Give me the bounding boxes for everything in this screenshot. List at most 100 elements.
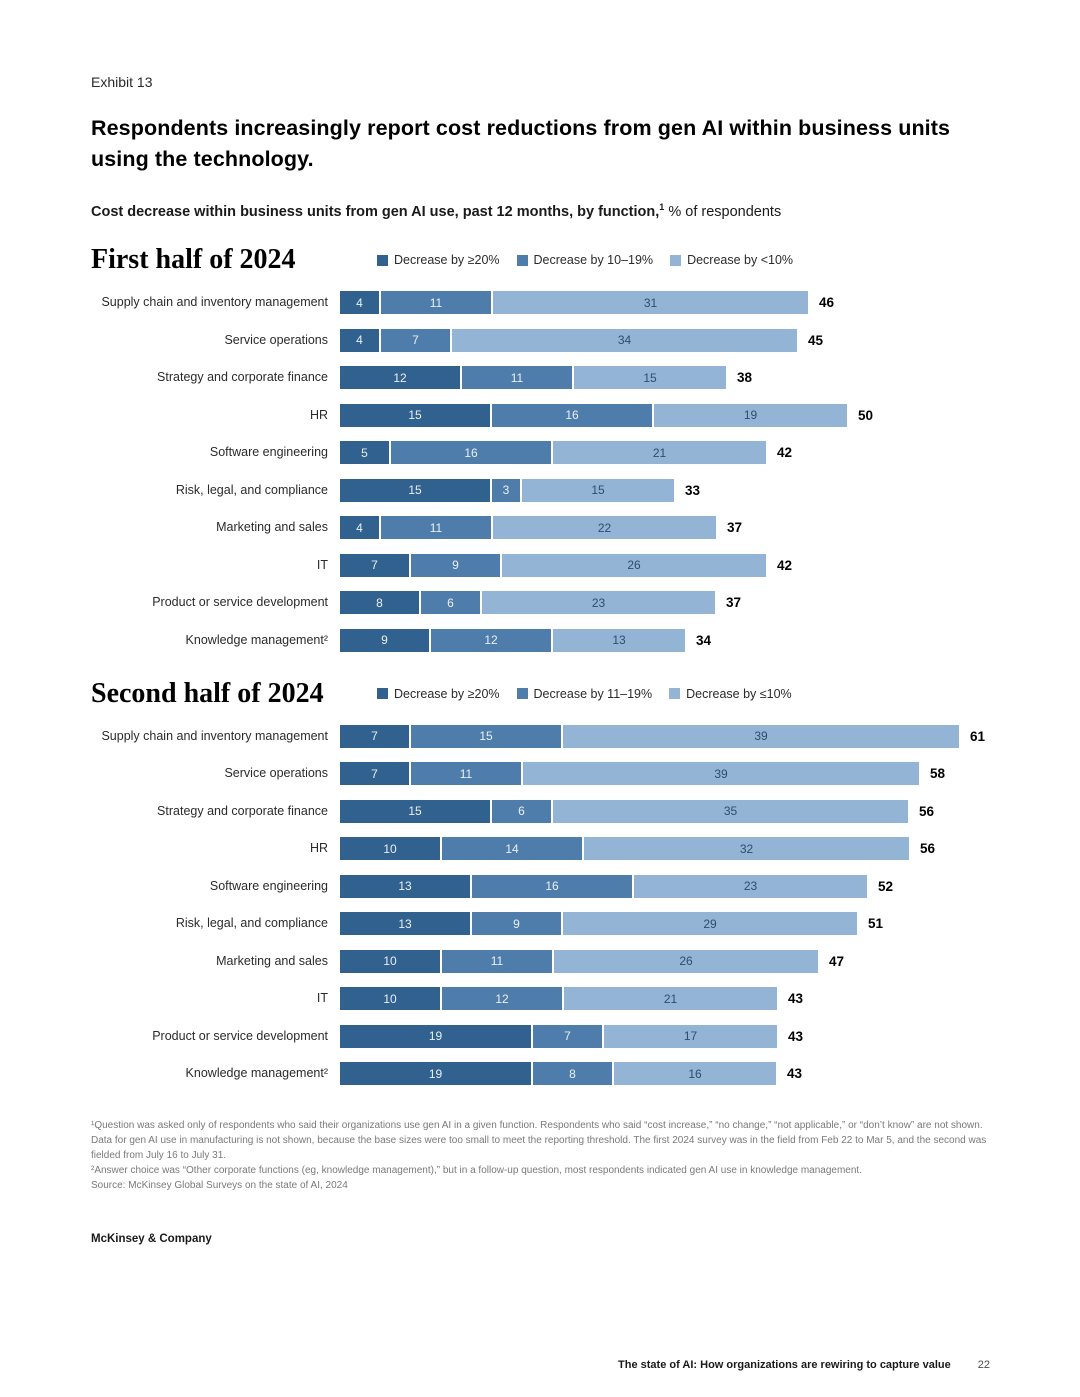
bar-segment: 6 (421, 591, 480, 615)
stacked-bar: 7 15 39 (340, 724, 959, 748)
mckinsey-brand: McKinsey & Company (91, 1233, 212, 1246)
bar-segment: 16 (614, 1062, 776, 1086)
bar-total-label: 43 (788, 1028, 804, 1044)
bar-segment: 9 (472, 912, 561, 936)
bar-row: Risk, legal, and compliance 13 9 29 51 (91, 912, 990, 936)
stacked-bar: 8 6 23 (340, 591, 715, 615)
bar-total-label: 43 (787, 1066, 803, 1082)
bar-segment: 19 (340, 1024, 531, 1048)
bar-row: Strategy and corporate finance 12 11 15 38 (91, 366, 990, 390)
bar-segment: 35 (553, 799, 908, 823)
bar-total-label: 56 (920, 841, 936, 857)
stacked-bar: 4 11 22 (340, 516, 716, 540)
category-label: Risk, legal, and compliance (175, 482, 328, 497)
bar-row: IT 10 12 21 43 (91, 987, 990, 1011)
legend-item: Decrease by ≥20% (377, 253, 500, 267)
subtitle-bold-text: Cost decrease within business units from… (91, 204, 660, 221)
chart-title: First half of 2024 (91, 244, 296, 276)
chart-title: Second half of 2024 (91, 677, 324, 709)
bar-segment: 11 (411, 762, 521, 786)
category-label: Knowledge management² (185, 632, 328, 647)
bar-segment: 7 (340, 724, 409, 748)
stacked-bar: 15 6 35 (340, 799, 908, 823)
bar-total-label: 45 (808, 332, 824, 348)
chart-rows: Supply chain and inventory management 7 15… (91, 724, 990, 1086)
bar-segment: 8 (340, 591, 419, 615)
bar-segment: 12 (431, 628, 551, 652)
page-footer: The state of AI: How organizations are r… (618, 1359, 990, 1371)
stacked-bar: 19 7 17 (340, 1024, 777, 1048)
bar-segment: 17 (604, 1024, 777, 1048)
category-label: IT (316, 991, 328, 1006)
bar-segment: 11 (381, 291, 491, 315)
bar-segment: 10 (340, 949, 440, 973)
bar-segment: 7 (533, 1024, 602, 1048)
bar-segment: 16 (391, 441, 551, 465)
bar-segment: 34 (452, 328, 797, 352)
bar-segment: 21 (553, 441, 766, 465)
legend-item: Decrease by ≥20% (377, 687, 500, 701)
footer-page-number: 22 (977, 1359, 990, 1371)
category-label: IT (316, 557, 328, 572)
bar-row: Strategy and corporate finance 15 6 35 56 (91, 799, 990, 823)
chart-first-half-2024: First half of 2024 Decrease by ≥20% Decre… (91, 244, 990, 652)
bar-total-label: 52 (878, 878, 894, 894)
bar-segment: 12 (340, 366, 460, 390)
bar-row: Service operations 4 7 34 45 (91, 328, 990, 352)
legend-swatch-icon (670, 254, 682, 266)
category-label: Product or service development (152, 1028, 328, 1043)
bar-segment: 3 (492, 478, 520, 502)
bar-segment: 4 (340, 516, 379, 540)
bar-row: Knowledge management² 19 8 16 43 (91, 1062, 990, 1086)
legend-swatch-icon (516, 254, 528, 266)
footnote-2: ²Answer choice was “Other corporate func… (91, 1165, 862, 1177)
chart-legend: Decrease by ≥20% Decrease by 10–19% Decrea… (377, 253, 793, 267)
legend-swatch-icon (516, 688, 528, 700)
stacked-bar: 9 12 13 (340, 628, 685, 652)
footnotes: ¹Question was asked only of respondents … (91, 1118, 990, 1193)
bar-segment: 11 (381, 516, 491, 540)
bar-row: Risk, legal, and compliance 15 3 15 33 (91, 478, 990, 502)
page-title: Respondents increasingly report cost red… (91, 116, 951, 172)
bar-row: Service operations 7 11 39 58 (91, 762, 990, 786)
legend-label: Decrease by ≥20% (394, 686, 500, 701)
legend-label: Decrease by ≤10% (686, 686, 792, 701)
bar-row: Software engineering 13 16 23 52 (91, 874, 990, 898)
category-label: Product or service development (152, 595, 328, 610)
footer-report-title: The state of AI: How organizations are r… (618, 1359, 951, 1371)
bar-segment: 21 (564, 987, 777, 1011)
bar-segment: 39 (563, 724, 959, 748)
bar-row: Product or service development 8 6 23 37 (91, 591, 990, 615)
bar-row: IT 7 9 26 42 (91, 553, 990, 577)
category-label: Service operations (224, 766, 328, 781)
legend-label: Decrease by 10–19% (533, 253, 654, 268)
legend-label: Decrease by <10% (687, 253, 794, 268)
legend-label: Decrease by ≥20% (394, 253, 500, 268)
bar-total-label: 51 (868, 916, 884, 932)
bar-total-label: 43 (788, 991, 804, 1007)
bar-segment: 15 (574, 366, 726, 390)
stacked-bar: 15 16 19 (340, 403, 847, 427)
chart-header: Second half of 2024 Decrease by ≥20% Decr… (91, 678, 990, 710)
bar-segment: 29 (563, 912, 857, 936)
bar-segment: 31 (493, 291, 808, 315)
stacked-bar: 12 11 15 (340, 366, 726, 390)
bar-total-label: 42 (777, 445, 793, 461)
category-label: Knowledge management² (185, 1066, 328, 1081)
legend-label: Decrease by 11–19% (533, 686, 653, 701)
bar-total-label: 33 (685, 482, 701, 498)
bar-row: HR 15 16 19 50 (91, 403, 990, 427)
stacked-bar: 13 9 29 (340, 912, 857, 936)
bar-segment: 15 (340, 799, 490, 823)
stacked-bar: 10 12 21 (340, 987, 777, 1011)
category-label: Risk, legal, and compliance (175, 916, 328, 931)
legend-item: Decrease by 10–19% (516, 253, 654, 268)
category-label: Supply chain and inventory management (101, 728, 328, 743)
stacked-bar: 10 11 26 (340, 949, 818, 973)
bar-segment: 19 (654, 403, 847, 427)
bar-segment: 39 (523, 762, 919, 786)
chart-second-half-2024: Second half of 2024 Decrease by ≥20% Decr… (91, 678, 990, 1086)
stacked-bar: 19 8 16 (340, 1062, 776, 1086)
stacked-bar: 5 16 21 (340, 441, 766, 465)
category-label: Marketing and sales (216, 520, 328, 535)
